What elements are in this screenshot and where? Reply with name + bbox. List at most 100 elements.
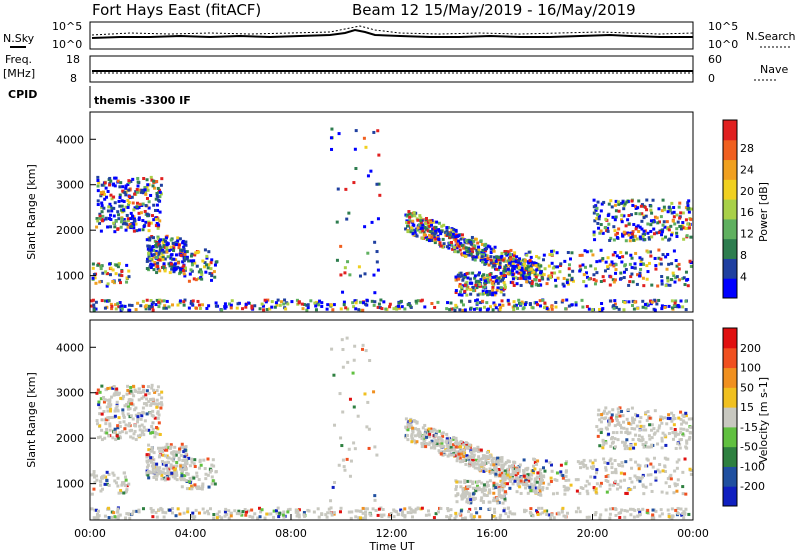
heatmap-cell xyxy=(619,430,623,434)
heatmap-cell xyxy=(569,483,573,487)
heatmap-cell xyxy=(516,277,520,281)
heatmap-cell xyxy=(615,254,619,258)
heatmap-cell xyxy=(613,203,617,207)
heatmap-cell xyxy=(640,227,644,231)
heatmap-cell xyxy=(122,491,126,495)
heatmap-cell xyxy=(179,253,183,257)
heatmap-cell xyxy=(594,471,598,475)
heatmap-cell xyxy=(157,421,161,425)
heatmap-cell xyxy=(620,218,624,222)
heatmap-cell xyxy=(102,183,106,187)
heatmap-cell xyxy=(201,484,205,488)
heatmap-cell xyxy=(663,306,667,310)
heatmap-cell xyxy=(134,438,138,442)
heatmap-cell xyxy=(203,511,207,515)
nave-tick-top: 60 xyxy=(708,53,722,66)
heatmap-cell xyxy=(689,472,693,476)
heatmap-cell xyxy=(108,273,112,277)
heatmap-cell xyxy=(576,506,580,510)
power-panel-frame xyxy=(89,111,694,313)
heatmap-cell xyxy=(174,253,178,257)
heatmap-cell xyxy=(674,484,678,488)
heatmap-cell xyxy=(488,454,492,458)
heatmap-cell xyxy=(297,513,301,517)
heatmap-cell xyxy=(511,482,515,486)
time-x-axis: 00:00 04:00 08:00 12:00 16:00 20:00 00:00 xyxy=(74,514,709,540)
heatmap-cell xyxy=(155,515,159,519)
heatmap-cell xyxy=(347,510,351,514)
heatmap-cell xyxy=(117,199,121,203)
heatmap-cell xyxy=(246,509,250,513)
heatmap-cell xyxy=(150,413,154,417)
heatmap-cell xyxy=(624,239,628,243)
heatmap-cell xyxy=(320,301,324,305)
heatmap-cell xyxy=(465,253,469,257)
heatmap-cell xyxy=(641,276,645,280)
heatmap-cell xyxy=(250,304,254,308)
heatmap-cell xyxy=(201,507,205,511)
heatmap-cell xyxy=(655,216,659,220)
heatmap-cell xyxy=(491,286,495,290)
heatmap-cell xyxy=(446,446,450,450)
heatmap-cell xyxy=(656,284,660,288)
heatmap-cell xyxy=(677,416,681,420)
heatmap-cell xyxy=(684,421,688,425)
heatmap-cell xyxy=(193,261,197,265)
heatmap-cell xyxy=(205,263,209,267)
y-tick-label: 1000 xyxy=(56,478,84,491)
heatmap-cell xyxy=(502,494,506,498)
heatmap-cell xyxy=(623,441,627,445)
heatmap-cell xyxy=(286,510,290,514)
heatmap-cell xyxy=(530,279,534,283)
heatmap-cell xyxy=(117,217,121,221)
heatmap-cell xyxy=(414,507,418,511)
heatmap-cell xyxy=(361,516,365,520)
heatmap-cell xyxy=(526,265,530,269)
heatmap-cell xyxy=(581,462,585,466)
heatmap-cell xyxy=(258,307,262,311)
heatmap-cell xyxy=(533,272,537,276)
heatmap-cell xyxy=(126,384,130,388)
heatmap-cell xyxy=(599,481,603,485)
heatmap-cell xyxy=(423,225,427,229)
heatmap-cell xyxy=(461,284,465,288)
heatmap-cell xyxy=(420,437,424,441)
heatmap-cell xyxy=(517,298,521,302)
heatmap-cell xyxy=(539,493,543,497)
heatmap-cell xyxy=(657,248,661,252)
heatmap-cell xyxy=(134,308,138,312)
heatmap-cell xyxy=(120,204,124,208)
heatmap-cell xyxy=(406,230,410,234)
heatmap-cell xyxy=(183,253,187,257)
heatmap-cell xyxy=(628,488,632,492)
heatmap-cell xyxy=(596,221,600,225)
heatmap-cell xyxy=(152,248,156,252)
heatmap-cell xyxy=(407,220,411,224)
heatmap-cell xyxy=(564,474,568,478)
heatmap-cell xyxy=(110,416,114,420)
heatmap-cell xyxy=(647,445,651,449)
heatmap-cell xyxy=(567,478,571,482)
heatmap-cell xyxy=(622,426,626,430)
heatmap-cell xyxy=(121,185,125,189)
heatmap-cell xyxy=(157,251,161,255)
heatmap-cell xyxy=(157,198,161,202)
colorbar-tick-label: 24 xyxy=(740,163,754,176)
heatmap-cell xyxy=(645,198,649,202)
heatmap-cell xyxy=(147,400,151,404)
heatmap-cell xyxy=(495,278,499,282)
heatmap-cell xyxy=(614,479,618,483)
heatmap-cell xyxy=(528,302,532,306)
heatmap-cell xyxy=(503,285,507,289)
heatmap-cell xyxy=(184,250,188,254)
heatmap-cell xyxy=(205,254,209,258)
heatmap-cell xyxy=(161,248,165,252)
heatmap-cell xyxy=(420,444,424,448)
heatmap-cell xyxy=(149,266,153,270)
heatmap-cell xyxy=(586,492,590,496)
heatmap-cell xyxy=(111,268,115,272)
heatmap-cell xyxy=(190,487,194,491)
heatmap-cell xyxy=(119,225,123,229)
heatmap-cell xyxy=(676,506,680,510)
